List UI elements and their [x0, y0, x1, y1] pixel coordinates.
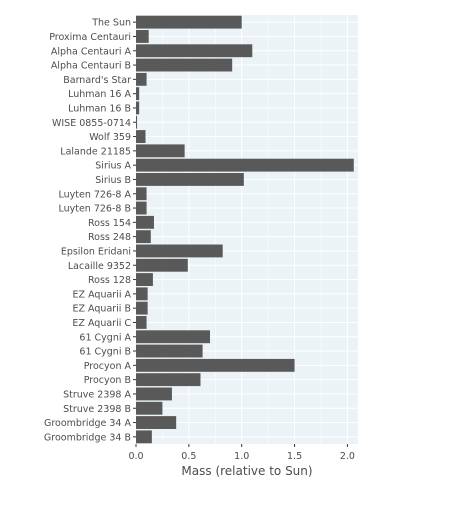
x-tick-label: 0.0 [128, 451, 143, 462]
x-axis-label: Mass (relative to Sun) [181, 464, 312, 478]
y-tick-label: Proxima Centauri [49, 32, 131, 43]
bar [136, 87, 140, 101]
bar [136, 301, 148, 315]
y-axis-ticks: The Sun Proxima Centauri Alpha Centauri A A… [44, 18, 136, 443]
y-tick-label: Procyon B [84, 375, 131, 386]
bar [136, 187, 147, 201]
bar [136, 401, 163, 415]
bar [136, 144, 185, 158]
x-tick-label: 0.5 [181, 451, 196, 462]
bars [136, 15, 354, 444]
y-tick-label: Epsilon Eridani [61, 246, 131, 257]
x-tick-label: 2.0 [340, 451, 355, 462]
y-tick-label: Lalande 21185 [60, 146, 131, 157]
y-tick-label: Sirius B [95, 175, 131, 186]
y-tick-label: Alpha Centauri A [51, 46, 132, 57]
y-tick-label: Wolf 359 [89, 132, 131, 143]
x-tick-label: 1.0 [234, 451, 249, 462]
y-tick-label: Luhman 16 B [68, 103, 131, 114]
bar [136, 201, 147, 215]
y-tick-label: Luyten 726-8 B [58, 204, 131, 215]
y-tick-label: The Sun [91, 18, 131, 29]
y-tick-label: EZ Aquarii A [73, 289, 132, 300]
y-tick-label: WISE 0855-0714 [52, 118, 131, 129]
y-tick-label: Lacaille 9352 [68, 261, 131, 272]
bar [136, 287, 148, 301]
bar [136, 373, 201, 387]
bar [136, 158, 354, 172]
bar [136, 430, 152, 444]
y-tick-label: Procyon A [84, 361, 132, 372]
bar [136, 230, 151, 244]
y-tick-label: Alpha Centauri B [51, 61, 131, 72]
bar [136, 344, 203, 358]
bar [136, 58, 233, 72]
bar [136, 44, 253, 58]
bar [136, 173, 244, 186]
y-tick-label: EZ Aquarii C [72, 318, 131, 329]
bar [136, 15, 242, 29]
y-tick-label: Luhman 16 A [68, 89, 131, 100]
bar [136, 258, 188, 272]
bar [136, 387, 172, 401]
x-axis-ticks: 0.0 0.5 1.0 1.5 2.0 [128, 444, 355, 462]
y-tick-label: Ross 154 [88, 218, 131, 229]
bar [136, 101, 140, 115]
bar [136, 330, 210, 344]
y-tick-label: 61 Cygni B [79, 347, 131, 358]
y-tick-label: Barnard's Star [63, 75, 131, 86]
bar [136, 215, 154, 229]
bar [136, 244, 223, 258]
y-tick-label: EZ Aquarii B [73, 304, 131, 315]
y-tick-label: Struve 2398 A [63, 389, 131, 400]
bar [136, 72, 147, 86]
bar [136, 30, 149, 43]
y-tick-label: Sirius A [95, 161, 131, 172]
x-tick-label: 1.5 [287, 451, 302, 462]
bar [136, 358, 295, 372]
bar [136, 316, 147, 329]
bar [136, 130, 146, 143]
y-tick-label: Ross 248 [88, 232, 131, 243]
y-tick-label: Groombridge 34 A [44, 418, 132, 429]
bar [136, 416, 177, 429]
y-tick-label: 61 Cygni A [79, 332, 131, 343]
bar [136, 115, 138, 129]
bar [136, 273, 153, 286]
y-tick-label: Struve 2398 B [63, 404, 131, 415]
y-tick-label: Groombridge 34 B [44, 432, 131, 443]
y-tick-label: Ross 128 [88, 275, 131, 286]
y-tick-label: Luyten 726-8 A [58, 189, 131, 200]
